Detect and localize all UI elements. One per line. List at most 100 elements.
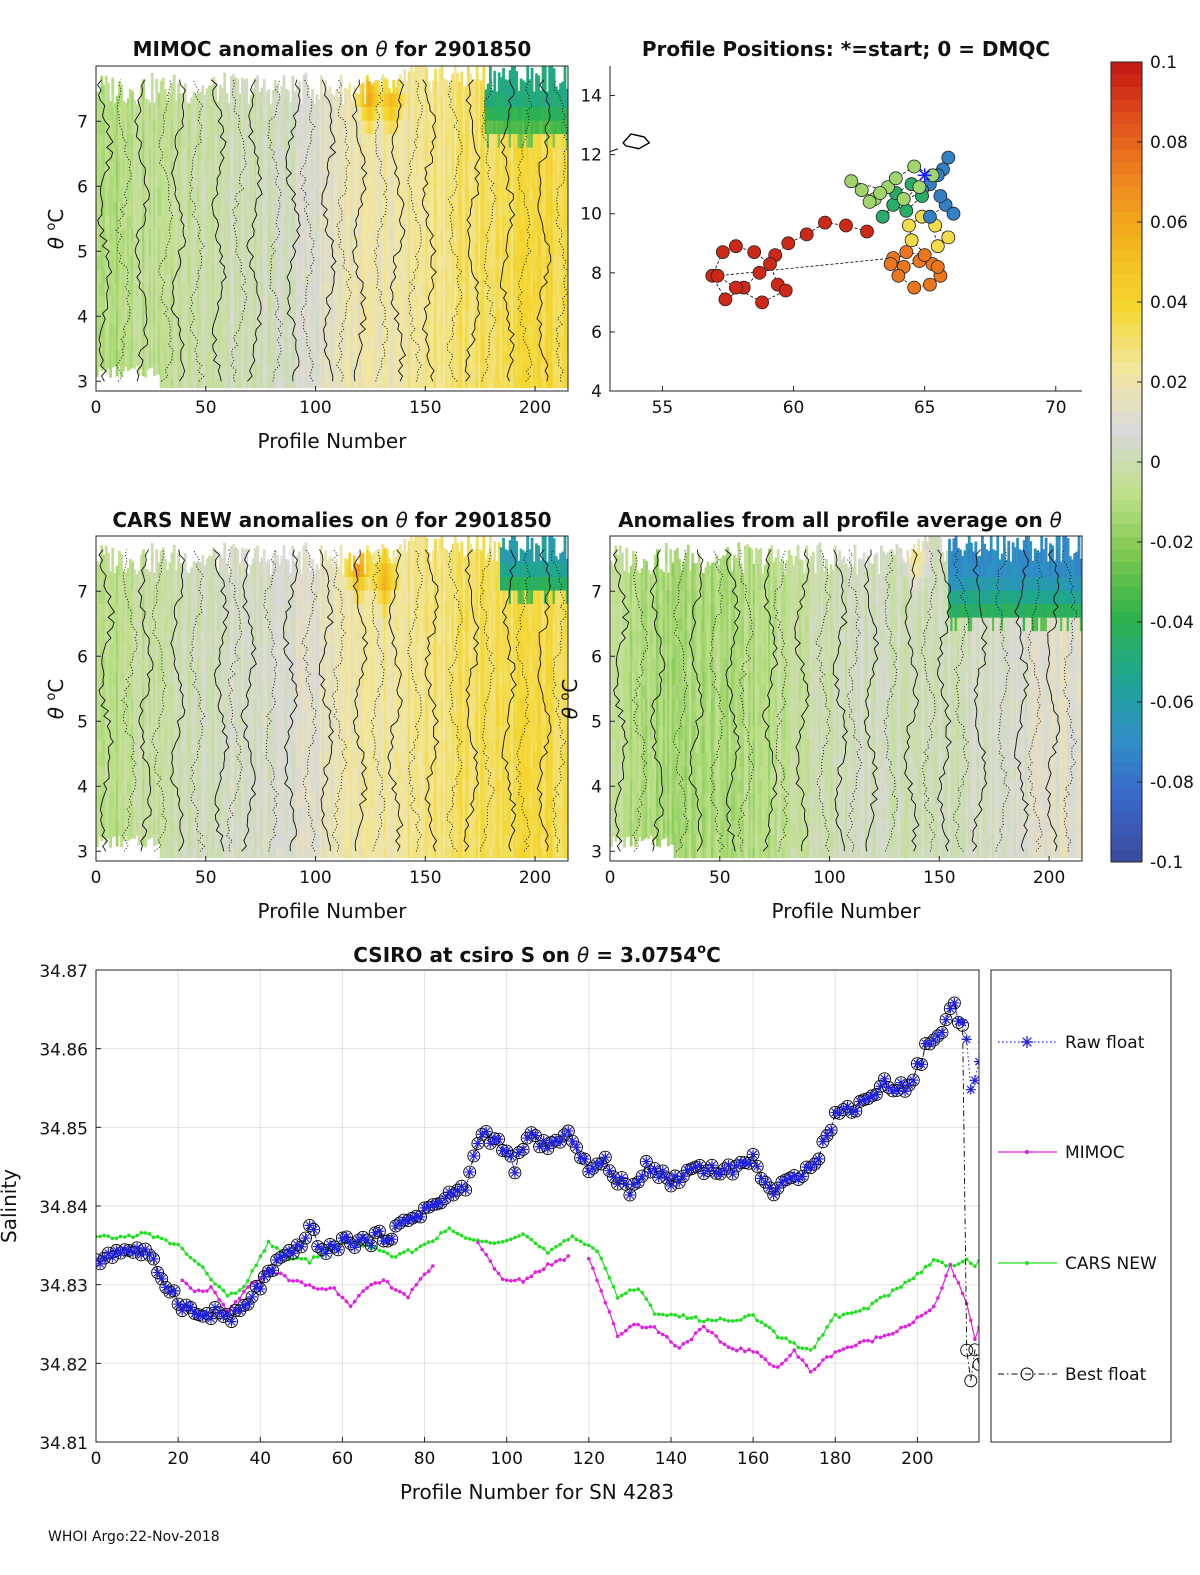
- heatmap-cell: [436, 363, 440, 378]
- heatmap-cell: [328, 336, 332, 351]
- heatmap-cell: [442, 201, 446, 216]
- heatmap-cell: [117, 282, 121, 297]
- heatmap-cell: [440, 296, 444, 311]
- heatmap-cell: [157, 92, 161, 94]
- heatmap-cell: [445, 242, 448, 256]
- heatmap-cell: [254, 78, 257, 80]
- heatmap-cell: [352, 187, 356, 202]
- heatmap-cell: [379, 147, 382, 162]
- heatmap-cell: [565, 214, 568, 229]
- heatmap-cell: [267, 147, 271, 162]
- heatmap-cell: [519, 228, 523, 243]
- heatmap-cell: [142, 214, 145, 229]
- heatmap-cell: [319, 323, 323, 338]
- heatmap-cell: [379, 106, 382, 121]
- heatmap-cell: [427, 323, 431, 338]
- heatmap-cell: [284, 282, 288, 297]
- heatmap-cell: [385, 174, 389, 189]
- heatmap-cell: [207, 323, 211, 338]
- heatmap-cell: [471, 309, 475, 324]
- heatmap-cell: [387, 201, 391, 216]
- heatmap-cell: [177, 83, 181, 94]
- heatmap-cell: [203, 242, 207, 256]
- heatmap-cell: [240, 93, 244, 108]
- heatmap-cell: [273, 147, 277, 162]
- heatmap-cell: [517, 187, 521, 202]
- heatmap-cell: [286, 93, 290, 108]
- heatmap-cell: [565, 106, 568, 121]
- heatmap-cell: [188, 174, 191, 189]
- heatmap-cell: [508, 282, 512, 297]
- heatmap-cell: [249, 363, 253, 378]
- heatmap-cell: [506, 120, 510, 135]
- heatmap-cell: [190, 106, 194, 121]
- heatmap-cell: [447, 350, 451, 365]
- heatmap-cell: [284, 187, 288, 202]
- heatmap-cell: [504, 214, 508, 229]
- heatmap-cell: [203, 187, 207, 202]
- heatmap-cell: [521, 120, 525, 135]
- heatmap-cell: [377, 93, 380, 108]
- heatmap-cell: [398, 228, 402, 243]
- heatmap-cell: [550, 214, 554, 229]
- heatmap-cell: [302, 201, 306, 216]
- heatmap-cell: [335, 336, 339, 351]
- heatmap-cell: [473, 363, 477, 378]
- heatmap-cell: [515, 93, 519, 108]
- heatmap-cell: [240, 79, 244, 94]
- heatmap-cell: [96, 187, 99, 202]
- heatmap-cell: [135, 201, 139, 216]
- heatmap-cell: [482, 296, 486, 311]
- heatmap-cell: [238, 133, 242, 148]
- heatmap-cell: [269, 120, 273, 135]
- heatmap-cell: [414, 242, 418, 256]
- heatmap-cell: [223, 72, 227, 80]
- heatmap-cell: [341, 282, 345, 297]
- heatmap-cell: [115, 120, 119, 135]
- heatmap-cell: [295, 133, 299, 148]
- heatmap-cell: [106, 336, 110, 351]
- heatmap-cell: [144, 160, 148, 175]
- heatmap-cell: [243, 228, 246, 243]
- heatmap-cell: [557, 133, 560, 148]
- heatmap-cell: [102, 147, 106, 162]
- heatmap-cell: [513, 323, 516, 338]
- heatmap-cell: [453, 201, 457, 216]
- heatmap-cell: [102, 296, 106, 311]
- heatmap-cell: [282, 106, 286, 121]
- heatmap-cell: [96, 91, 99, 94]
- heatmap-cell: [363, 363, 367, 378]
- heatmap-cell: [434, 201, 437, 216]
- heatmap-cell: [539, 336, 543, 351]
- heatmap-cell: [273, 269, 277, 284]
- heatmap-cell: [170, 350, 174, 365]
- heatmap-cell: [409, 174, 413, 189]
- heatmap-cell: [251, 296, 255, 311]
- heatmap-cell: [530, 242, 534, 256]
- heatmap-cell: [218, 309, 222, 324]
- heatmap-cell: [247, 160, 251, 175]
- heatmap-cell: [552, 336, 556, 351]
- heatmap-cell: [328, 363, 332, 378]
- heatmap-cell: [142, 255, 145, 270]
- heatmap-cell: [543, 106, 547, 121]
- heatmap-cell: [486, 255, 490, 270]
- heatmap-cell: [258, 309, 262, 324]
- heatmap-cell: [453, 309, 457, 324]
- heatmap-cell: [251, 106, 255, 121]
- heatmap-cell: [464, 323, 468, 338]
- heatmap-cell: [508, 201, 512, 216]
- heatmap-cell: [559, 147, 563, 162]
- heatmap-cell: [271, 377, 275, 389]
- heatmap-cell: [153, 350, 156, 365]
- heatmap-cell: [418, 133, 422, 148]
- heatmap-cell: [247, 103, 251, 108]
- heatmap-cell: [550, 309, 554, 324]
- heatmap-cell: [390, 242, 393, 256]
- heatmap-cell: [322, 282, 325, 297]
- heatmap-cell: [337, 336, 341, 351]
- heatmap-cell: [256, 282, 260, 297]
- heatmap-cell: [440, 242, 444, 256]
- heatmap-cell: [150, 323, 154, 338]
- heatmap-cell: [201, 269, 205, 284]
